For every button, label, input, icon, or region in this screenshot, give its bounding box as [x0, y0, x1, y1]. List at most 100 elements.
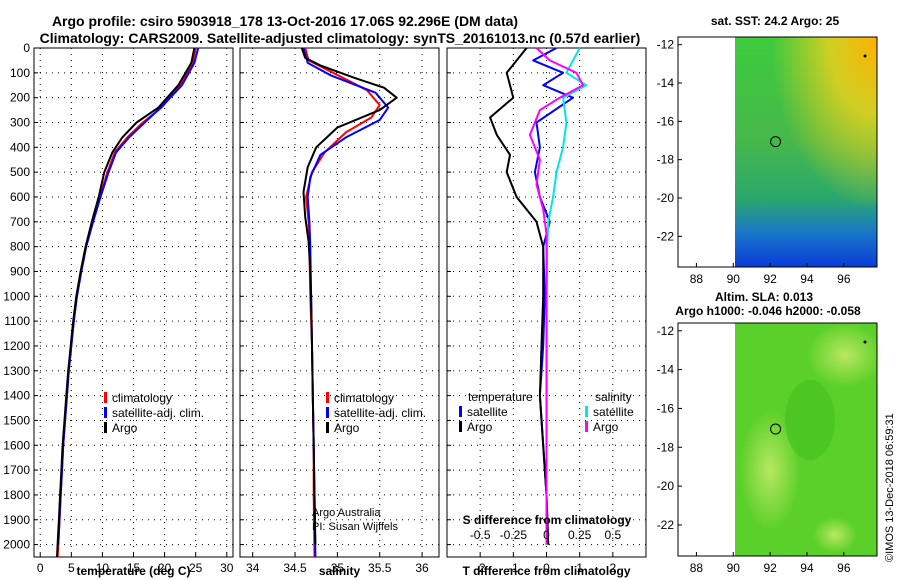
- x-tick-label: 36: [415, 561, 429, 575]
- map-frame: [677, 322, 878, 557]
- y-tick-label: -14: [657, 363, 675, 377]
- x-tick-label: 90: [727, 272, 741, 286]
- x-tick-label: 0: [543, 561, 550, 575]
- y-tick-label: 500: [10, 165, 30, 179]
- y-tick-label: 2000: [3, 538, 30, 552]
- legend-label: climatology: [334, 391, 394, 405]
- legend-swatch: [585, 421, 588, 432]
- legend-label: satellite: [593, 405, 634, 419]
- coast-dot: [863, 340, 867, 344]
- s-tick-label: 0.5: [604, 528, 621, 542]
- legend-label: satellite: [467, 405, 508, 419]
- x-tick-label: 20: [158, 561, 172, 575]
- legend-swatch: [459, 406, 462, 417]
- x-tick-label: -1: [508, 561, 519, 575]
- sla-map-title: Altim. SLA: 0.013: [715, 290, 813, 304]
- x-tick-label: 30: [220, 561, 234, 575]
- legend-title-temperature: temperature: [468, 390, 533, 404]
- x-tick-label: 15: [127, 561, 141, 575]
- x-tick-label: 10: [96, 561, 110, 575]
- x-tick-label: 5: [68, 561, 75, 575]
- y-tick-label: 700: [10, 215, 30, 229]
- figure-title-line2: Climatology: CARS2009. Satellite-adjuste…: [40, 30, 641, 46]
- y-tick-label: 100: [10, 66, 30, 80]
- legend-swatch: [459, 421, 462, 432]
- y-tick-label: -20: [657, 479, 675, 493]
- sla-map: 88 90 92 94 96 -12 -14 -16 -18 -20 -22: [657, 322, 883, 575]
- y-tick-label: -22: [657, 229, 675, 243]
- y-tick-label: -18: [657, 153, 675, 167]
- x-tick-label: 92: [763, 561, 777, 575]
- plot-frame: [239, 47, 440, 558]
- x-tick-label: 35: [331, 561, 345, 575]
- y-tick-label: -18: [657, 440, 675, 454]
- series-line-climatology: [56, 47, 197, 558]
- float-position-marker: [770, 423, 782, 435]
- y-tick-label: 0: [23, 41, 30, 55]
- sst-map-title: sat. SST: 24.2 Argo: 25: [711, 14, 840, 28]
- x-tick-label: 35.5: [368, 561, 392, 575]
- sla-low-area: [785, 380, 835, 460]
- legend-swatch: [104, 422, 107, 433]
- y-tick-label: -12: [657, 324, 675, 338]
- series-line-argo: [300, 47, 398, 545]
- salinity-panel: 34 34.5 35 35.5 36 salinity climatologysatelli…: [239, 47, 440, 578]
- y-tick-label: -16: [657, 401, 675, 415]
- y-tick-label: 600: [10, 190, 30, 204]
- x-tick-label: 88: [690, 272, 704, 286]
- x-tick-label: 94: [800, 561, 814, 575]
- sla-high-area: [807, 323, 883, 387]
- x-tick-label: 88: [690, 561, 704, 575]
- x-tick-label: 96: [837, 272, 851, 286]
- y-tick-label: 1700: [3, 463, 30, 477]
- legend-swatch: [326, 392, 329, 403]
- y-tick-label: 800: [10, 240, 30, 254]
- y-tick-label: 300: [10, 115, 30, 129]
- x-tick-label: 92: [763, 272, 777, 286]
- y-tick-label: -22: [657, 518, 675, 532]
- float-position-marker: [770, 136, 782, 148]
- s-tick-label: -0.5: [470, 528, 491, 542]
- y-tick-label: -16: [657, 114, 675, 128]
- y-tick-label: -14: [657, 76, 675, 90]
- legend-label: Argo: [593, 420, 619, 434]
- y-tick-label: 1100: [4, 314, 30, 328]
- sla-high-area: [813, 517, 857, 553]
- sla-map-subtitle: Argo h1000: -0.046 h2000: -0.058: [675, 304, 861, 318]
- y-tick-label: 1800: [3, 488, 30, 502]
- x-axis-label: salinity: [319, 564, 361, 578]
- map-frame: [677, 36, 878, 268]
- legend-label: Argo: [334, 421, 360, 435]
- y-tick-label: -20: [657, 191, 675, 205]
- legend-swatch: [326, 407, 329, 418]
- timestamp-stamp: ©IMOS 13-Dec-2018 06:59:31: [884, 413, 896, 562]
- credit-org: Argo Australia: [312, 507, 381, 519]
- s-tick-label: -0.25: [500, 528, 528, 542]
- y-tick-label: 1900: [3, 513, 30, 527]
- legend-title-salinity: salinity: [595, 390, 632, 404]
- series-line-s-argo: [528, 47, 584, 545]
- y-tick-label: -12: [657, 38, 675, 52]
- s-tick-label: 0.25: [568, 528, 592, 542]
- series-line-t-argo: [489, 47, 550, 545]
- sst-warm-area: [735, 37, 877, 267]
- legend-swatch: [104, 392, 107, 403]
- sla-high-area: [740, 410, 800, 530]
- coast-dot: [863, 54, 867, 58]
- legend-swatch: [104, 407, 107, 418]
- series-line-s-satellite: [545, 47, 588, 545]
- x-tick-label: 34.5: [283, 561, 307, 575]
- x-tick-label: 96: [837, 561, 851, 575]
- y-tick-label: 1000: [3, 289, 30, 303]
- temperature-panel: 0100200300400500600700800900100011001200…: [3, 41, 233, 578]
- credit-pi: PI: Susan Wijffels: [312, 521, 398, 533]
- y-tick-label: 200: [10, 91, 30, 105]
- legend-swatch: [585, 406, 588, 417]
- y-tick-label: 1500: [3, 413, 30, 427]
- legend-label: climatology: [112, 391, 172, 405]
- x-axis-label: T difference from climatology: [462, 564, 630, 578]
- legend-label: Argo: [467, 420, 493, 434]
- x-tick-label: 0: [37, 561, 44, 575]
- y-tick-label: 1600: [3, 438, 30, 452]
